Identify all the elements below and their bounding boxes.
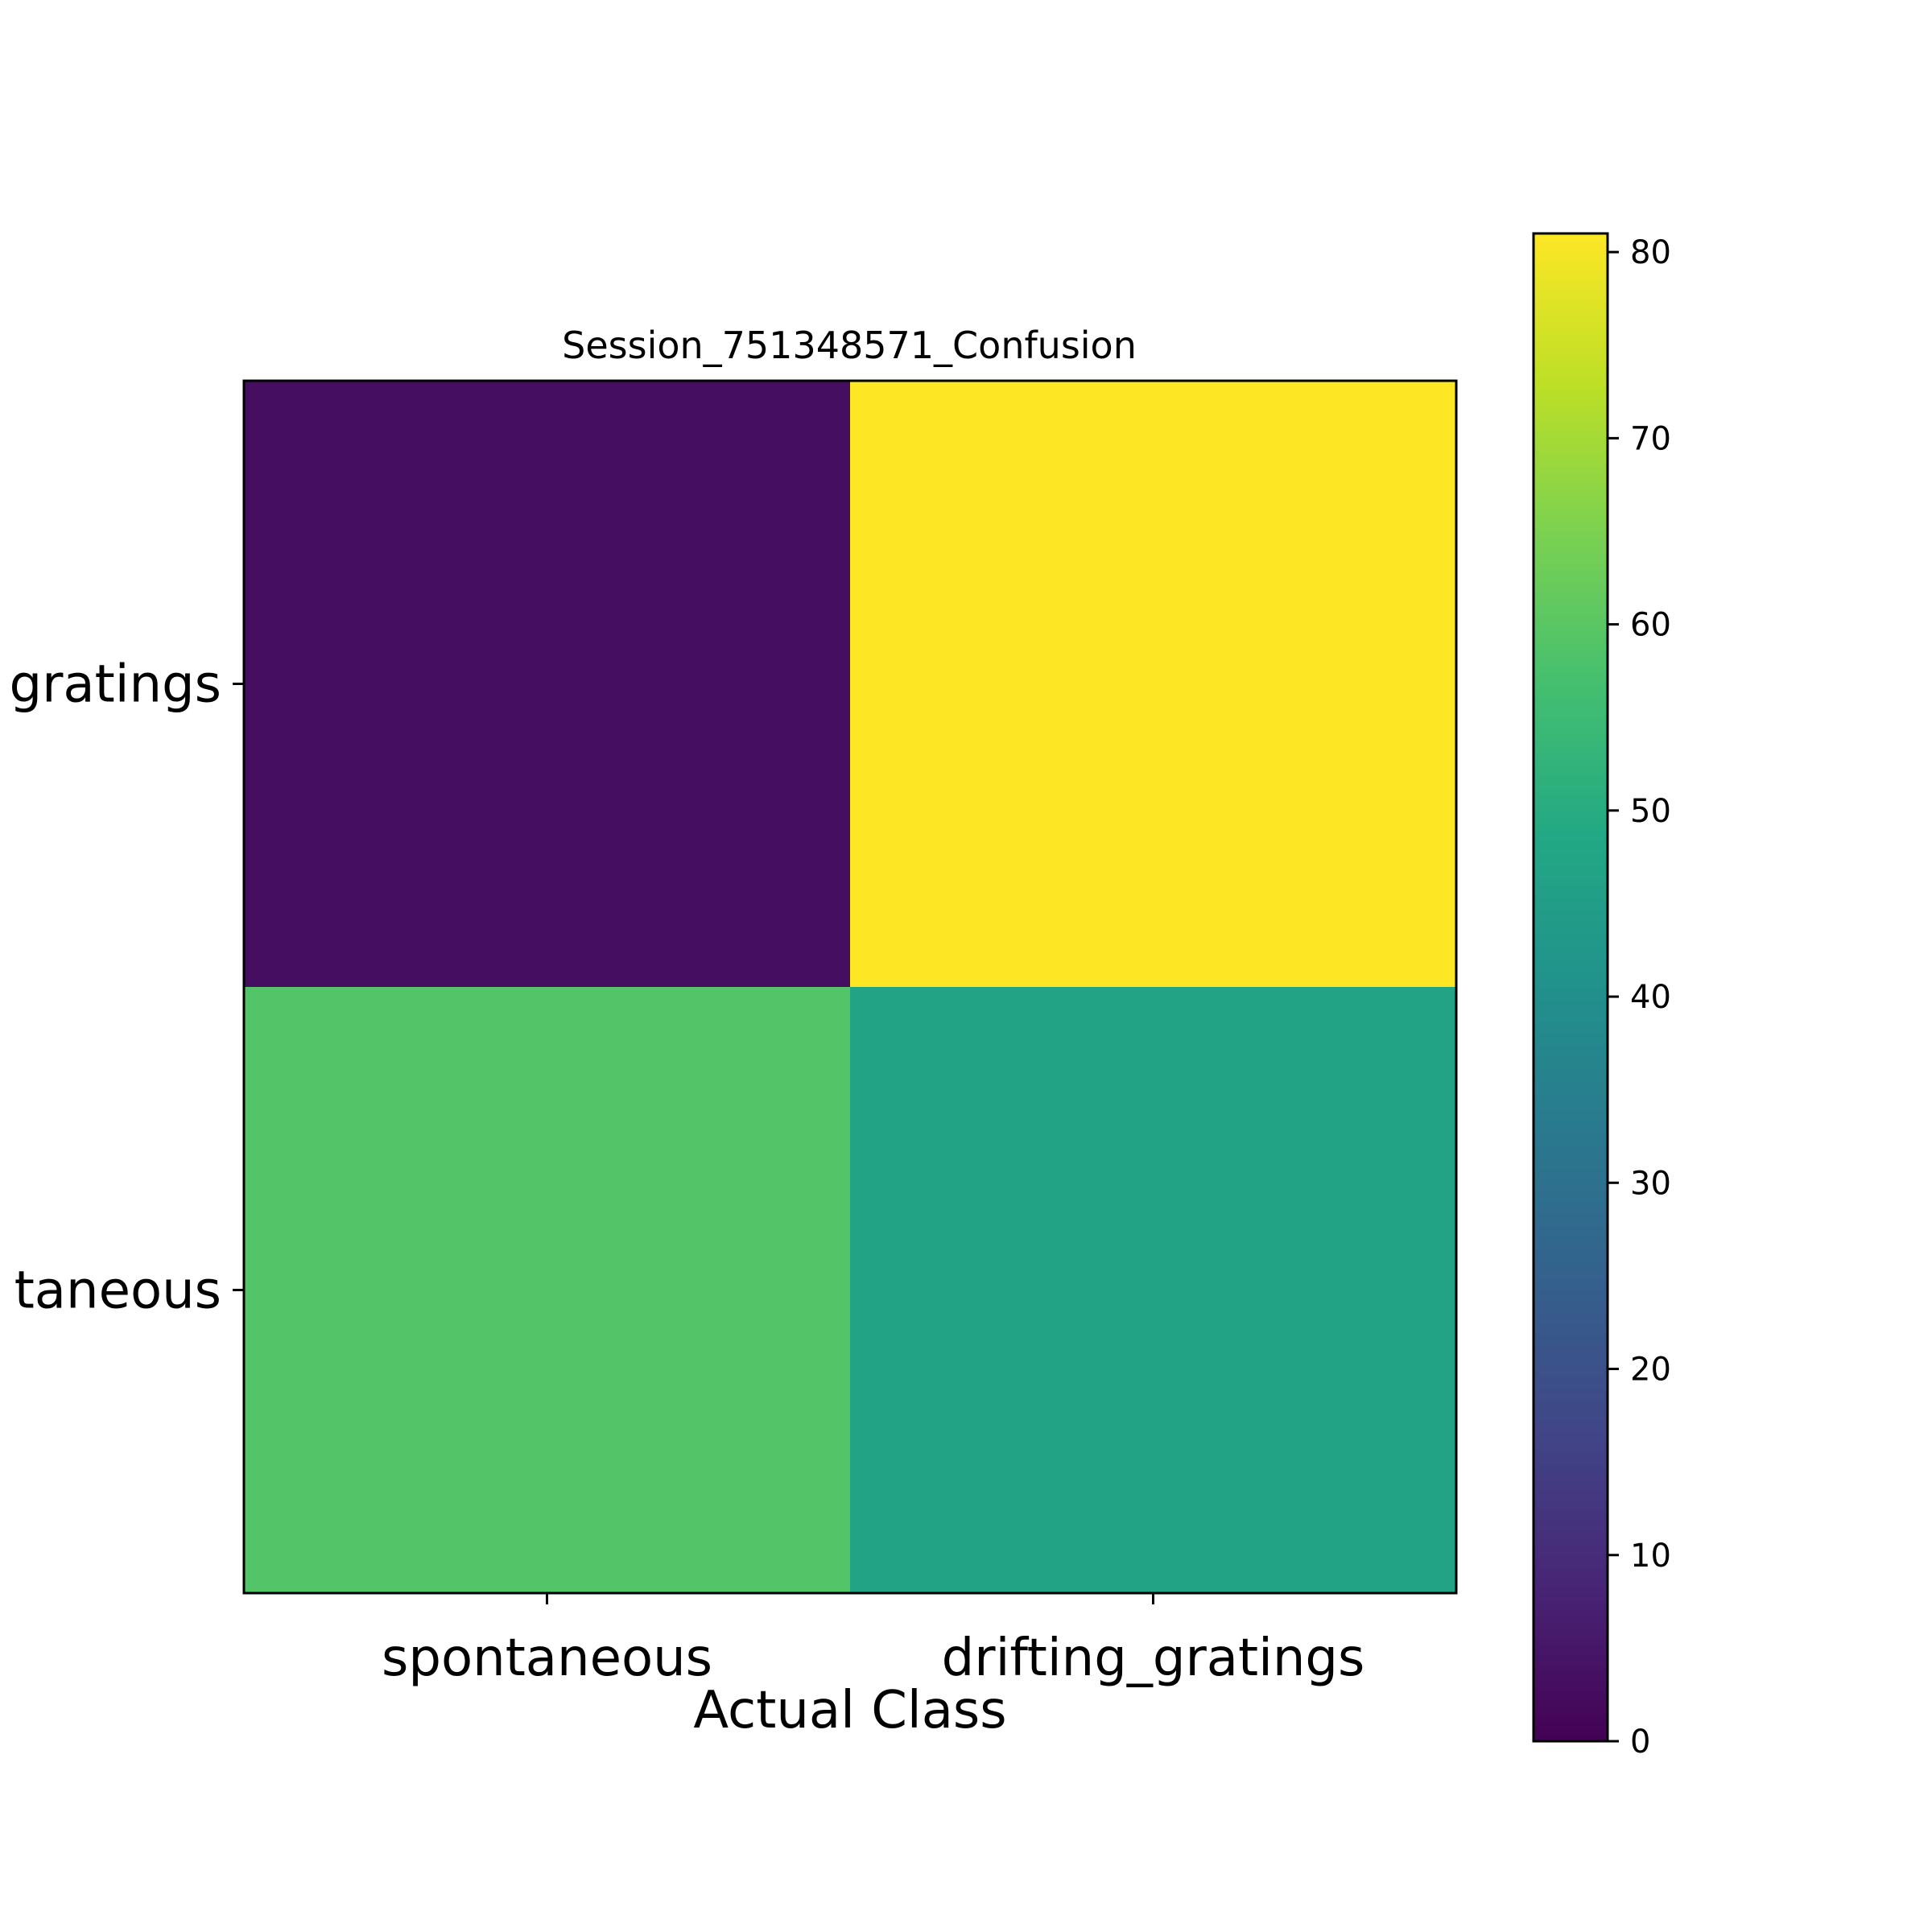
plot-frame: [242, 379, 1458, 1595]
colorbar-tick-label: 70: [1630, 420, 1671, 457]
heatmap-cell: [850, 381, 1457, 988]
heatmap-cells: [244, 381, 1457, 1594]
colorbar-tick-label: 80: [1630, 234, 1671, 271]
y-tick-label: taneous: [14, 1261, 221, 1321]
x-tick-label: drifting_gratings: [942, 1629, 1365, 1688]
colorbar-tick-label: 10: [1630, 1538, 1671, 1575]
colorbar: [1532, 232, 1609, 1743]
colorbar-tick-label: 40: [1630, 979, 1671, 1016]
y-axis-ticks: gratings taneous: [9, 655, 244, 1321]
colorbar-tick-label: 30: [1630, 1165, 1671, 1202]
x-tick-label: spontaneous: [382, 1629, 712, 1688]
colorbar-tick-label: 60: [1630, 607, 1671, 644]
heatmap-cell: [850, 987, 1457, 1594]
y-tick-label: gratings: [9, 655, 221, 715]
colorbar-tick-label: 0: [1630, 1724, 1650, 1761]
heatmap-cell: [244, 987, 851, 1594]
heatmap-cell: [244, 381, 851, 988]
chart-title: Session_751348571_Confusion: [562, 324, 1137, 367]
colorbar-tick-label: 50: [1630, 793, 1671, 830]
colorbar-tick-label: 20: [1630, 1352, 1671, 1389]
colorbar-ticks: 0 10 20 30 40 50 60 70 80: [1608, 234, 1671, 1761]
x-axis-ticks: spontaneous drifting_gratings: [382, 1593, 1364, 1688]
x-axis-label: Actual Class: [693, 1681, 1006, 1740]
